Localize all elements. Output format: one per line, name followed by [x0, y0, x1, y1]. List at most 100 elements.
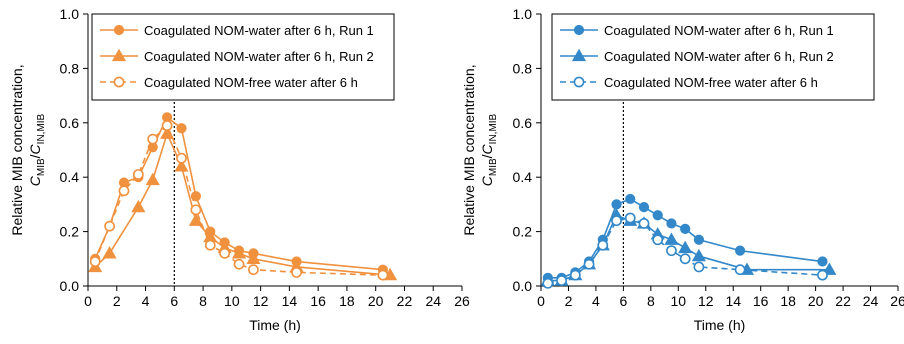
series-2: [88, 126, 398, 281]
legend-marker: [111, 48, 127, 62]
y-title-part: /: [479, 154, 495, 158]
legend-marker: [113, 24, 125, 36]
y-tick-label: 0.6: [60, 115, 80, 131]
legend-label: Coagulated NOM-free water after 6 h: [144, 75, 358, 90]
x-tick-label: 16: [310, 293, 326, 309]
y-title-part: C: [27, 143, 43, 154]
y-tick-label: 0.0: [513, 278, 533, 294]
data-point: [625, 193, 636, 205]
data-point: [638, 218, 650, 229]
data-point: [147, 133, 159, 145]
data-point: [666, 218, 677, 229]
y-tick-label: 0.4: [513, 169, 533, 185]
x-tick-label: 22: [397, 293, 413, 309]
x-tick-label: 26: [454, 293, 470, 309]
data-point: [638, 202, 650, 213]
y-axis-title-line2: CMIB/CIN,MIB: [479, 113, 499, 186]
data-point: [693, 261, 705, 273]
y-title-part: C: [479, 143, 495, 154]
x-tick-label: 12: [253, 293, 269, 309]
y-axis-title-line2: CMIB/CIN,MIB: [27, 113, 47, 186]
data-point: [569, 269, 581, 281]
legend-label: Coagulated NOM-water after 6 h, Run 1: [144, 23, 374, 38]
data-point: [611, 215, 622, 227]
y-tick-label: 1.0: [513, 6, 533, 22]
data-point: [161, 120, 173, 131]
data-point: [291, 266, 302, 278]
data-point: [817, 269, 828, 281]
x-tick-label: 6: [170, 293, 178, 309]
legend-label: Coagulated NOM-water after 6 h, Run 2: [144, 49, 374, 64]
y-axis-title-line1: Relative MIB concentration,: [9, 64, 25, 235]
x-tick-label: 2: [565, 293, 573, 309]
data-point: [246, 251, 261, 264]
x-tick-label: 20: [808, 293, 824, 309]
data-point: [664, 232, 679, 245]
x-tick-label: 24: [863, 293, 879, 309]
data-point: [176, 123, 187, 134]
data-point: [666, 245, 677, 257]
y-tick-label: 0.8: [60, 60, 80, 76]
data-point: [652, 210, 663, 221]
x-axis-title: Time (h): [694, 317, 746, 333]
x-tick-label: 18: [780, 293, 796, 309]
x-tick-label: 8: [647, 293, 655, 309]
data-point: [188, 213, 203, 226]
legend-marker: [113, 76, 125, 88]
data-point: [734, 264, 746, 276]
x-tick-label: 4: [142, 293, 150, 309]
x-tick-label: 16: [753, 293, 769, 309]
data-point: [219, 247, 231, 259]
data-point: [132, 169, 144, 180]
y-tick-label: 0.8: [513, 60, 533, 76]
data-point: [556, 275, 567, 286]
y-title-part: C: [27, 175, 43, 186]
data-point: [691, 248, 706, 262]
data-point: [678, 240, 693, 254]
series-3: [542, 212, 828, 289]
data-point: [248, 264, 259, 276]
y-title-part: C: [479, 175, 495, 186]
data-point: [204, 239, 216, 251]
y-tick-label: 0.6: [513, 115, 533, 131]
legend: Coagulated NOM-water after 6 h, Run 1 Coa…: [91, 13, 395, 101]
legend-marker: [571, 48, 587, 62]
y-tick-label: 0.4: [60, 169, 80, 185]
data-point: [233, 258, 245, 270]
y-tick-label: 1.0: [60, 6, 80, 22]
data-point: [176, 152, 187, 164]
data-point: [583, 258, 595, 270]
data-point: [231, 246, 247, 259]
data-point: [102, 246, 117, 259]
legend-label: Coagulated NOM-water after 6 h, Run 2: [604, 49, 834, 64]
x-tick-label: 0: [537, 293, 545, 309]
data-point: [652, 234, 664, 246]
data-point: [693, 234, 705, 245]
y-title-subscript: IN,MIB: [488, 113, 499, 144]
y-tick-label: 0.2: [60, 224, 80, 240]
data-point: [190, 204, 202, 216]
legend: Coagulated NOM-water after 6 h, Run 1 Coa…: [551, 13, 875, 101]
x-tick-label: 8: [199, 293, 207, 309]
legend-box: [551, 13, 875, 101]
y-title-subscript: MIB: [488, 158, 499, 176]
data-point: [817, 256, 828, 267]
legend-label: Coagulated NOM-water after 6 h, Run 1: [604, 23, 834, 38]
x-axis-title: Time (h): [249, 317, 301, 333]
data-point: [542, 277, 554, 289]
data-point: [118, 185, 130, 197]
y-title-part: /: [27, 154, 43, 158]
x-tick-label: 26: [890, 293, 904, 309]
y-title-subscript: MIB: [36, 158, 47, 176]
y-tick-label: 0.0: [60, 278, 80, 294]
x-tick-label: 4: [592, 293, 600, 309]
right-chart-panel: 0.00.20.40.60.81.00 2 4 6 8 10 12 14 16 18 20 22 24 2…: [461, 6, 904, 333]
x-tick-label: 10: [224, 293, 240, 309]
x-tick-label: 0: [84, 293, 92, 309]
x-tick-label: 20: [368, 293, 384, 309]
x-tick-label: 12: [698, 293, 714, 309]
data-point: [377, 269, 389, 281]
data-point: [131, 199, 146, 213]
legend-box: [91, 13, 395, 101]
data-point: [611, 199, 622, 210]
